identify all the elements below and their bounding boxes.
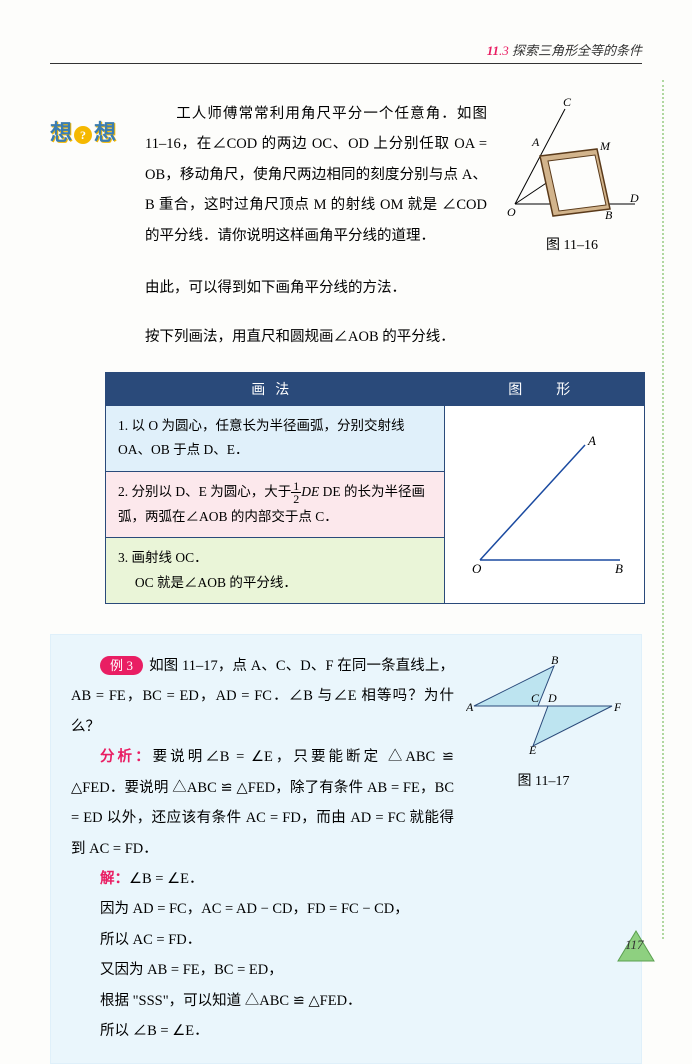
solve-line-2: 所以 AC = FD．	[71, 925, 621, 955]
solve-line-5: 所以 ∠B = ∠E．	[71, 1016, 621, 1046]
solve-line-1: 因为 AD = FC，AC = AD − CD，FD = FC − CD，	[71, 894, 621, 924]
margin-dotted-line	[662, 80, 664, 939]
label-E3: E	[528, 743, 537, 756]
label-A3: A	[466, 700, 474, 714]
intro-line-2: 由此，可以得到如下画角平分线的方法．	[50, 274, 642, 303]
angle-bisector-diagram: C A M O B D	[505, 94, 640, 224]
header-title: 探索三角形全等的条件	[509, 43, 642, 58]
solve-label: 解：	[100, 871, 129, 887]
intro-block: 工人师傅常常利用角尺平分一个任意角．如图 11–16，在∠COD 的两边 OC、…	[50, 94, 642, 254]
think-label: 想?想	[50, 115, 116, 147]
method-row-3: 3. 画射线 OC． OC 就是∠AOB 的平分线．	[106, 538, 445, 604]
row2-part-a: 2. 分别以 D、E 为圆心，大于	[118, 484, 291, 499]
label-M: M	[599, 139, 611, 153]
fig-11-16-caption: 图 11–16	[502, 234, 642, 254]
label-B: B	[605, 208, 613, 222]
example-label: 例 3	[100, 656, 143, 675]
method-figure-cell: A O B	[445, 406, 645, 604]
solve-line-0: ∠B = ∠E．	[129, 871, 203, 887]
solve-line-4: 根据 "SSS"，可以知道 △ABC ≌ △FED．	[71, 986, 621, 1016]
page-number-badge: 117	[616, 929, 656, 963]
label-F3: F	[613, 700, 621, 714]
page-number: 117	[625, 937, 644, 953]
think-left: 想	[50, 120, 72, 145]
method-row-1: 1. 以 O 为圆心，任意长为半径画弧，分别交射线 OA、OB 于点 D、E．	[106, 406, 445, 472]
label-D3: D	[547, 691, 557, 705]
table-header-figure: 图 形	[445, 373, 645, 406]
label-B3: B	[551, 653, 559, 667]
figure-11-17: B A C D F E 图 11–17	[466, 651, 621, 864]
label-C: C	[563, 95, 572, 109]
example-3-box: 例 3如图 11–17，点 A、C、D、F 在同一条直线上，AB = FE，BC…	[50, 634, 642, 1064]
method-row-2: 2. 分别以 D、E 为圆心，大于12DE DE 的长为半径画弧，两弧在∠AOB…	[106, 471, 445, 538]
method-table: 画法 图 形 1. 以 O 为圆心，任意长为半径画弧，分别交射线 OA、OB 于…	[105, 372, 645, 604]
example-text: 例 3如图 11–17，点 A、C、D、F 在同一条直线上，AB = FE，BC…	[71, 651, 454, 864]
label-D: D	[629, 191, 639, 205]
think-right: 想	[94, 120, 116, 145]
chapter-number: 11	[487, 43, 499, 58]
intro-line-3: 按下列画法，用直尺和圆规画∠AOB 的平分线．	[50, 323, 642, 352]
label-O2: O	[472, 561, 482, 575]
question-icon: ?	[74, 126, 92, 144]
fraction-half: 12	[291, 480, 301, 505]
angle-aob-diagram: A O B	[460, 425, 630, 575]
label-B2: B	[615, 561, 623, 575]
page-header: 11.3 探索三角形全等的条件	[50, 40, 642, 64]
figure-11-16: C A M O B D 图 11–16	[502, 94, 642, 254]
label-A: A	[531, 135, 540, 149]
analyse-text: 要说明∠B = ∠E，只要能断定 △ABC ≌ △FED．要说明 △ABC ≌ …	[71, 749, 454, 856]
fig-11-17-caption: 图 11–17	[466, 767, 621, 796]
label-A2: A	[587, 433, 596, 448]
congruent-triangles-diagram: B A C D F E	[466, 651, 621, 756]
label-C3: C	[531, 691, 540, 705]
table-header-method: 画法	[106, 373, 445, 406]
label-O: O	[507, 205, 516, 219]
solve-line-3: 又因为 AB = FE，BC = ED，	[71, 955, 621, 985]
analyse-label: 分析：	[100, 749, 153, 765]
section-number: .3	[499, 43, 509, 58]
